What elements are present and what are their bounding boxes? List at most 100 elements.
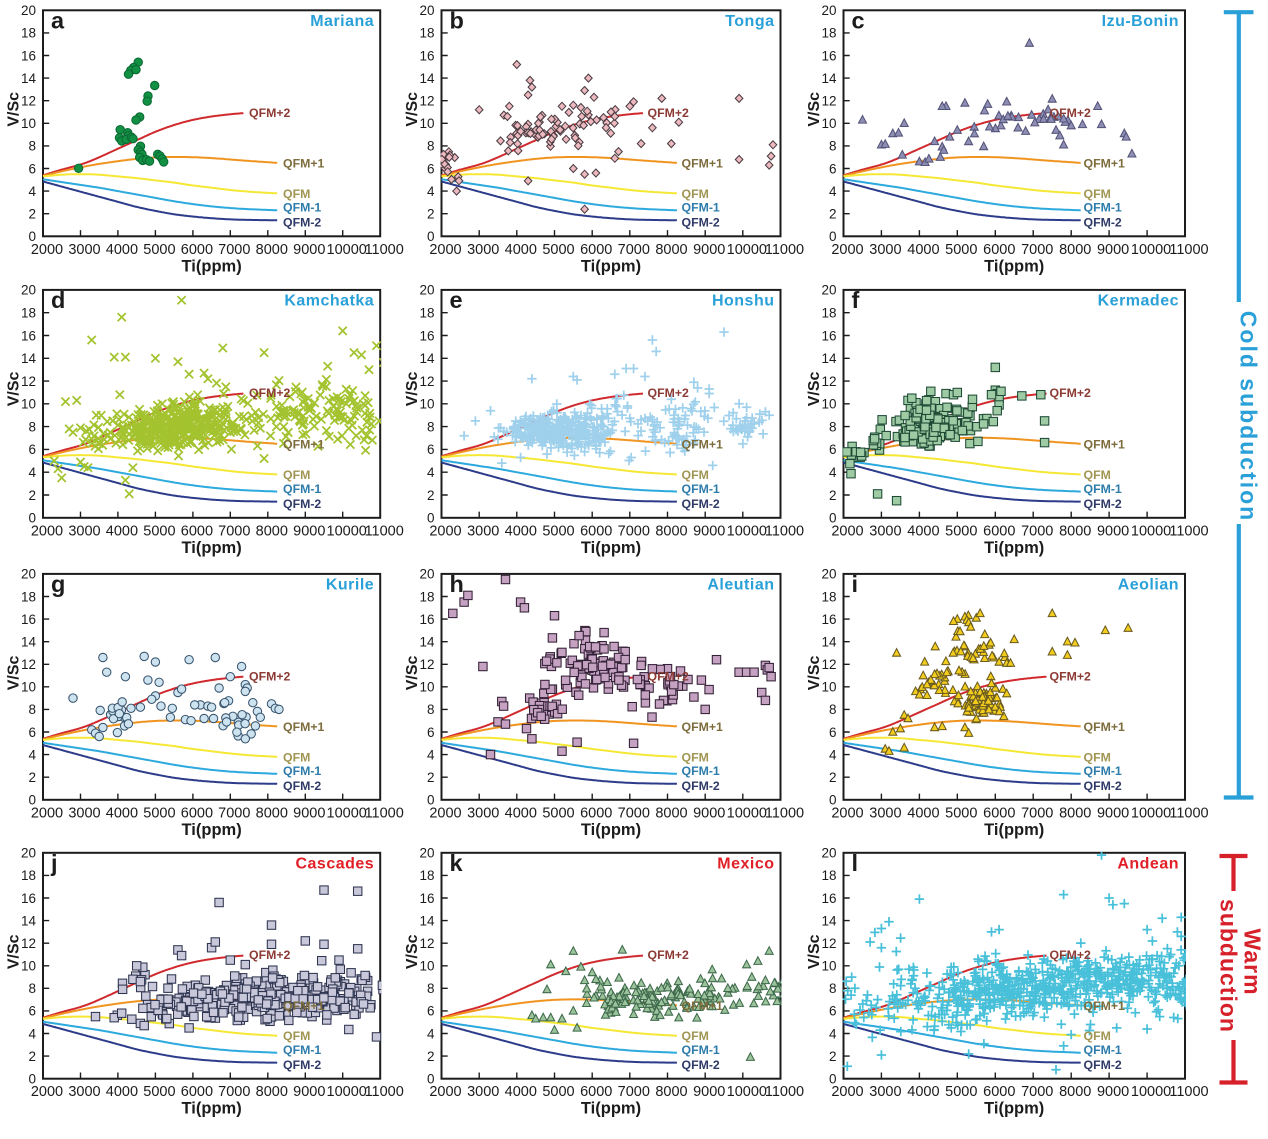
svg-text:9000: 9000 [1097, 523, 1129, 539]
svg-text:Ti(ppm): Ti(ppm) [984, 821, 1044, 839]
svg-text:QFM+2: QFM+2 [1050, 948, 1092, 962]
svg-text:2000: 2000 [831, 805, 863, 821]
svg-text:6000: 6000 [181, 242, 213, 258]
svg-text:14: 14 [419, 635, 435, 650]
svg-text:QFM+1: QFM+1 [1084, 999, 1126, 1013]
svg-text:QFM+2: QFM+2 [648, 106, 690, 120]
svg-text:18: 18 [21, 589, 36, 604]
svg-text:QFM+1: QFM+1 [283, 720, 325, 734]
svg-text:10000: 10000 [327, 242, 367, 258]
svg-text:16: 16 [419, 328, 434, 343]
svg-text:2000: 2000 [831, 1084, 863, 1100]
svg-text:Ti(ppm): Ti(ppm) [581, 257, 641, 275]
svg-text:QFM+2: QFM+2 [1050, 106, 1092, 120]
svg-text:Aeolian: Aeolian [1118, 576, 1179, 593]
svg-text:0: 0 [427, 793, 435, 808]
svg-text:12: 12 [419, 936, 434, 951]
svg-text:4: 4 [829, 1026, 837, 1041]
svg-text:0: 0 [28, 793, 36, 808]
svg-text:14: 14 [821, 351, 837, 366]
svg-text:subduction: subduction [1216, 899, 1242, 1033]
svg-text:Honshu: Honshu [712, 292, 775, 309]
svg-text:4: 4 [829, 184, 837, 199]
svg-text:20: 20 [821, 3, 836, 18]
svg-text:QFM-1: QFM-1 [283, 482, 321, 496]
svg-text:2: 2 [427, 770, 435, 785]
svg-text:2: 2 [28, 488, 36, 503]
svg-text:QFM: QFM [283, 750, 310, 764]
svg-text:10: 10 [821, 680, 836, 695]
svg-text:5000: 5000 [542, 242, 574, 258]
svg-text:Kamchatka: Kamchatka [284, 292, 374, 309]
svg-text:QFM-1: QFM-1 [283, 201, 321, 215]
svg-text:6000: 6000 [580, 1084, 612, 1100]
svg-text:4000: 4000 [505, 805, 537, 821]
svg-text:QFM-2: QFM-2 [283, 497, 321, 511]
svg-text:7000: 7000 [618, 805, 650, 821]
svg-text:Ti(ppm): Ti(ppm) [984, 1100, 1044, 1118]
svg-text:Ti(ppm): Ti(ppm) [182, 539, 242, 557]
svg-text:QFM-1: QFM-1 [1084, 1043, 1122, 1057]
svg-text:20: 20 [21, 3, 36, 18]
svg-text:QFM-1: QFM-1 [1084, 201, 1122, 215]
svg-text:8000: 8000 [655, 1084, 687, 1100]
svg-text:4000: 4000 [106, 242, 138, 258]
svg-text:10000: 10000 [1131, 523, 1171, 539]
svg-text:3000: 3000 [467, 805, 499, 821]
svg-text:4: 4 [28, 747, 36, 762]
svg-text:QFM-2: QFM-2 [283, 1058, 321, 1072]
svg-text:0: 0 [829, 511, 837, 526]
svg-text:9000: 9000 [1097, 805, 1129, 821]
svg-text:11000: 11000 [765, 1084, 804, 1100]
svg-text:f: f [852, 287, 860, 313]
svg-text:6: 6 [829, 725, 837, 740]
svg-text:10: 10 [21, 116, 36, 131]
svg-text:10: 10 [21, 397, 36, 412]
svg-text:QFM+1: QFM+1 [283, 999, 325, 1013]
svg-text:14: 14 [821, 635, 837, 650]
svg-text:Mexico: Mexico [717, 855, 774, 872]
svg-text:QFM+2: QFM+2 [648, 386, 690, 400]
svg-text:QFM-2: QFM-2 [1084, 1058, 1122, 1072]
svg-text:5000: 5000 [143, 242, 175, 258]
svg-text:6000: 6000 [983, 805, 1015, 821]
svg-text:e: e [450, 287, 463, 313]
svg-text:3000: 3000 [68, 523, 100, 539]
svg-text:8000: 8000 [1059, 523, 1091, 539]
svg-text:Ti(ppm): Ti(ppm) [581, 821, 641, 839]
svg-text:2000: 2000 [429, 1084, 461, 1100]
svg-text:20: 20 [21, 846, 36, 861]
svg-text:2000: 2000 [31, 523, 63, 539]
svg-text:3000: 3000 [467, 242, 499, 258]
svg-text:20: 20 [21, 567, 36, 582]
svg-text:14: 14 [419, 913, 435, 928]
svg-text:14: 14 [21, 71, 37, 86]
svg-text:10000: 10000 [727, 242, 767, 258]
svg-text:10000: 10000 [727, 805, 767, 821]
svg-text:QFM+2: QFM+2 [1050, 669, 1092, 683]
svg-text:10000: 10000 [727, 523, 767, 539]
svg-text:14: 14 [21, 635, 37, 650]
svg-text:QFM-2: QFM-2 [1084, 216, 1122, 230]
svg-text:7000: 7000 [1021, 523, 1053, 539]
svg-text:8: 8 [427, 419, 435, 434]
svg-text:3000: 3000 [467, 523, 499, 539]
svg-text:2000: 2000 [429, 242, 461, 258]
svg-text:20: 20 [419, 567, 434, 582]
svg-text:18: 18 [821, 868, 836, 883]
svg-text:6000: 6000 [580, 242, 612, 258]
svg-text:QFM+1: QFM+1 [682, 999, 724, 1013]
svg-text:4000: 4000 [907, 523, 939, 539]
svg-text:10: 10 [21, 959, 36, 974]
svg-text:8000: 8000 [256, 242, 288, 258]
svg-text:2: 2 [28, 207, 36, 222]
svg-text:12: 12 [21, 657, 36, 672]
svg-text:8000: 8000 [655, 523, 687, 539]
svg-text:QFM-1: QFM-1 [682, 201, 720, 215]
svg-text:14: 14 [821, 913, 837, 928]
svg-text:Cascades: Cascades [295, 855, 374, 872]
svg-text:16: 16 [419, 612, 434, 627]
svg-text:3000: 3000 [467, 1084, 499, 1100]
svg-text:2: 2 [427, 207, 435, 222]
svg-text:Kermadec: Kermadec [1098, 292, 1179, 309]
